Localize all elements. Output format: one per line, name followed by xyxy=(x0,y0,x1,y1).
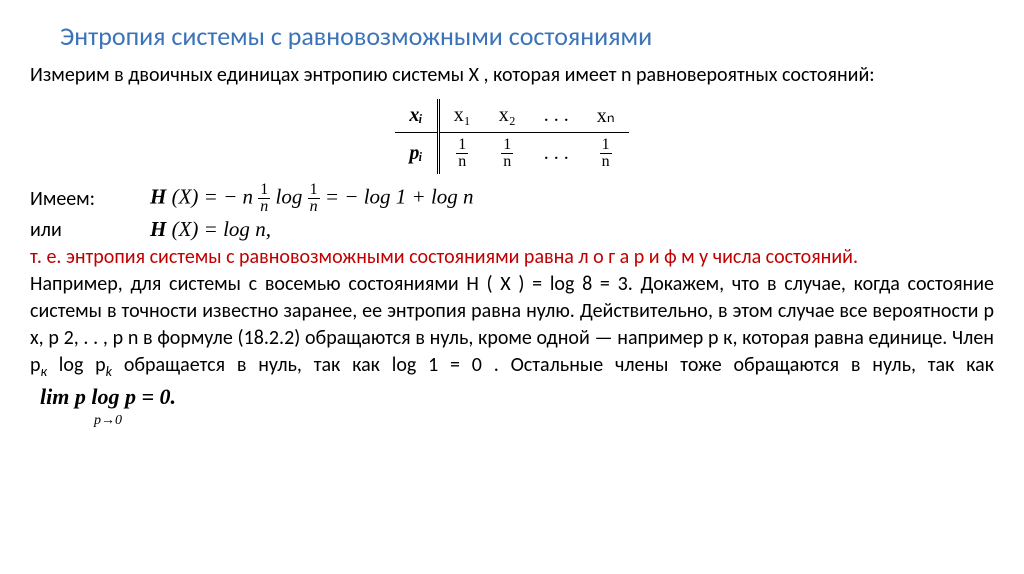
cell-x1: x₁ xyxy=(438,99,484,133)
row-header-x: xᵢ xyxy=(395,99,438,133)
have-label: Имеем: xyxy=(30,187,120,211)
example-paragraph: Например, для системы с восемью состояни… xyxy=(30,271,994,430)
cell-p1: 1n xyxy=(438,133,484,175)
cell-pdots: . . . xyxy=(530,133,583,175)
limit-expression: lim p log p = 0. p→0 xyxy=(40,382,176,431)
row-header-p: pᵢ xyxy=(395,133,438,175)
conclusion-red: т. е. энтропия системы с равновозможными… xyxy=(30,244,994,271)
cell-x2: x₂ xyxy=(485,99,530,133)
cell-pn: 1n xyxy=(583,133,629,175)
intro-text: Измерим в двоичных единицах энтропию сис… xyxy=(30,62,994,89)
formula-hx-2: H (X) = log n, xyxy=(150,217,271,242)
page-title: Энтропия системы с равновозможными состо… xyxy=(60,20,994,52)
cell-xn: xₙ xyxy=(583,99,629,133)
cell-p2: 1n xyxy=(485,133,530,175)
formula-hx-1: H (X) = − n 1n log 1n = − log 1 + log n xyxy=(150,182,474,215)
cell-dots: . . . xyxy=(530,99,583,133)
or-label: или xyxy=(30,218,120,242)
probability-table: xᵢ x₁ x₂ . . . xₙ pᵢ 1n 1n . . . 1n xyxy=(30,99,994,174)
